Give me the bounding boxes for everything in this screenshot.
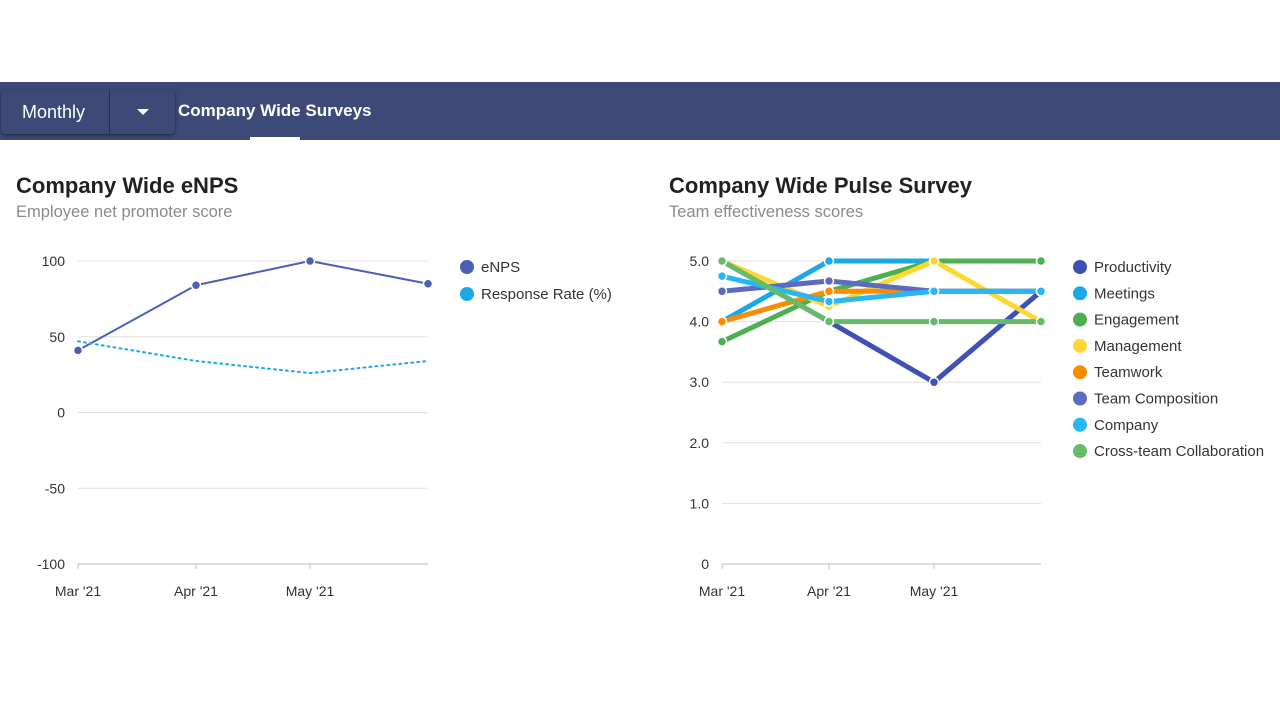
legend-label-teamwork: Teamwork xyxy=(1094,364,1163,381)
legend-marker-management xyxy=(1073,338,1087,353)
legend-label-engagement: Engagement xyxy=(1094,312,1180,329)
x-tick-label: May '21 xyxy=(910,583,959,599)
legend-label-management: Management xyxy=(1094,338,1182,355)
data-point-management xyxy=(928,255,940,267)
series-line-cross-team-collaboration xyxy=(719,258,1044,325)
data-point-cross-team-collaboration xyxy=(716,255,728,267)
dropdown-arrow-icon[interactable] xyxy=(110,90,175,134)
legend-marker-meetings xyxy=(1073,286,1087,301)
legend-label-cross-team-collaboration: Cross-team Collaboration xyxy=(1094,443,1264,460)
data-point-productivity xyxy=(928,376,940,388)
series-line-engagement xyxy=(719,258,1044,345)
legend-label-company: Company xyxy=(1094,417,1159,434)
y-tick-label: -100 xyxy=(37,556,65,572)
x-tick-label: Apr '21 xyxy=(174,583,218,599)
data-point-company xyxy=(716,270,728,282)
y-tick-label: 4.0 xyxy=(690,314,710,330)
data-point-teamwork xyxy=(716,316,728,327)
active-tab-indicator xyxy=(250,137,300,140)
data-point-enps xyxy=(304,255,316,267)
legend-marker-company xyxy=(1073,417,1087,432)
y-tick-label: 0 xyxy=(57,405,65,421)
y-tick-label: 5.0 xyxy=(690,253,710,269)
legend-label-meetings: Meetings xyxy=(1094,285,1155,302)
data-point-teamwork xyxy=(823,286,835,297)
legend-marker-engagement xyxy=(1073,312,1087,327)
legend-label-productivity: Productivity xyxy=(1094,259,1172,276)
period-select-value: Monthly xyxy=(22,102,86,122)
tab-company-wide-surveys[interactable]: Company Wide Surveys xyxy=(178,101,372,120)
period-select[interactable]: Monthly xyxy=(1,90,175,134)
x-tick-label: May '21 xyxy=(286,583,335,599)
top-navbar xyxy=(0,82,1280,140)
legend-marker-cross-team-collaboration xyxy=(1073,444,1087,459)
y-tick-label: 2.0 xyxy=(690,435,710,451)
pulse-card-title: Company Wide Pulse Survey xyxy=(669,173,973,198)
x-tick-label: Mar '21 xyxy=(55,583,101,599)
period-select-divider xyxy=(109,90,110,134)
x-tick-label: Apr '21 xyxy=(807,583,851,599)
y-tick-label: 3.0 xyxy=(690,374,710,390)
legend-label-response-rate: Response Rate (%) xyxy=(481,286,612,303)
legend-label-enps: eNPS xyxy=(481,259,520,276)
y-tick-label: 1.0 xyxy=(690,495,710,511)
data-point-enps xyxy=(422,278,434,289)
data-point-company xyxy=(1035,286,1047,297)
legend-marker-enps xyxy=(460,260,474,274)
data-point-enps xyxy=(190,279,202,291)
legend-marker-productivity xyxy=(1073,260,1087,274)
legend-marker-response-rate xyxy=(460,287,474,301)
data-point-engagement xyxy=(716,336,728,347)
data-point-team-composition xyxy=(716,286,728,297)
y-tick-label: 50 xyxy=(49,329,65,345)
data-point-cross-team-collaboration xyxy=(1035,316,1047,327)
data-point-team-composition xyxy=(823,275,835,287)
data-point-enps xyxy=(72,345,84,356)
series-line-response-rate xyxy=(77,340,429,375)
data-point-cross-team-collaboration xyxy=(928,316,940,327)
y-tick-label: -50 xyxy=(45,480,65,496)
data-point-cross-team-collaboration xyxy=(823,316,835,327)
data-point-company xyxy=(823,296,835,307)
data-point-company xyxy=(928,286,940,297)
y-tick-label: 100 xyxy=(42,253,66,269)
x-tick-label: Mar '21 xyxy=(699,583,745,599)
data-point-engagement xyxy=(1035,255,1047,267)
legend-marker-teamwork xyxy=(1073,365,1087,380)
enps-card-subtitle: Employee net promoter score xyxy=(16,203,233,221)
y-tick-label: 0 xyxy=(701,556,709,572)
legend-marker-team-composition xyxy=(1073,391,1087,406)
enps-card-title: Company Wide eNPS xyxy=(16,173,239,198)
series-line-enps xyxy=(77,260,429,352)
pulse-card-subtitle: Team effectiveness scores xyxy=(669,203,864,221)
data-point-meetings xyxy=(823,255,835,267)
legend-label-team-composition: Team Composition xyxy=(1094,391,1218,408)
